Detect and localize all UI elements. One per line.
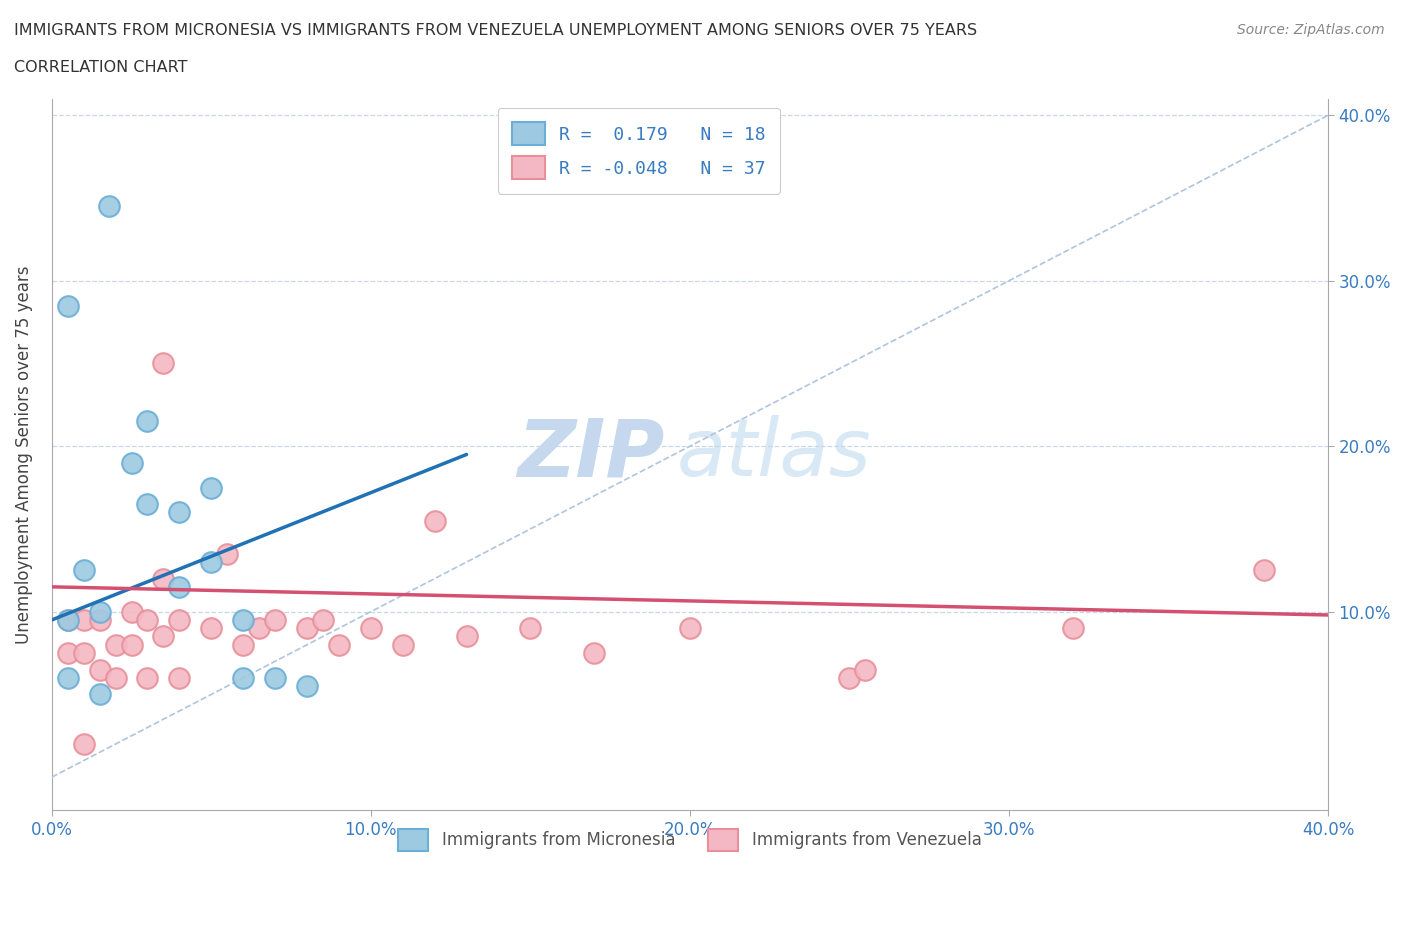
- Point: [73, 645, 96, 660]
- Text: atlas: atlas: [678, 416, 872, 494]
- Point: [56, 299, 79, 313]
- Point: [56, 645, 79, 660]
- Point: [583, 645, 606, 660]
- Point: [200, 480, 222, 495]
- Point: [121, 637, 143, 652]
- Point: [1253, 563, 1275, 578]
- Point: [152, 629, 174, 644]
- Point: [200, 554, 222, 569]
- Point: [391, 637, 413, 652]
- Point: [89, 662, 111, 677]
- Text: IMMIGRANTS FROM MICRONESIA VS IMMIGRANTS FROM VENEZUELA UNEMPLOYMENT AMONG SENIO: IMMIGRANTS FROM MICRONESIA VS IMMIGRANTS…: [14, 23, 977, 38]
- Text: ZIP: ZIP: [517, 416, 665, 494]
- Point: [89, 613, 111, 628]
- Point: [855, 662, 877, 677]
- Point: [136, 613, 159, 628]
- Point: [152, 356, 174, 371]
- Point: [89, 687, 111, 702]
- Legend: Immigrants from Micronesia, Immigrants from Venezuela: Immigrants from Micronesia, Immigrants f…: [389, 821, 990, 858]
- Point: [152, 571, 174, 586]
- Point: [247, 621, 270, 636]
- Point: [169, 671, 191, 685]
- Point: [169, 613, 191, 628]
- Point: [169, 579, 191, 594]
- Point: [423, 513, 446, 528]
- Point: [73, 563, 96, 578]
- Point: [232, 613, 254, 628]
- Point: [121, 456, 143, 471]
- Point: [136, 414, 159, 429]
- Point: [89, 604, 111, 619]
- Point: [360, 621, 382, 636]
- Point: [456, 629, 478, 644]
- Point: [838, 671, 860, 685]
- Point: [104, 671, 127, 685]
- Point: [264, 613, 287, 628]
- Point: [73, 737, 96, 751]
- Point: [56, 671, 79, 685]
- Point: [232, 671, 254, 685]
- Y-axis label: Unemployment Among Seniors over 75 years: Unemployment Among Seniors over 75 years: [15, 265, 32, 644]
- Point: [169, 505, 191, 520]
- Point: [232, 637, 254, 652]
- Point: [264, 671, 287, 685]
- Point: [519, 621, 541, 636]
- Point: [98, 199, 121, 214]
- Point: [56, 613, 79, 628]
- Point: [200, 621, 222, 636]
- Point: [73, 613, 96, 628]
- Point: [295, 621, 318, 636]
- Point: [104, 637, 127, 652]
- Point: [312, 613, 335, 628]
- Point: [136, 497, 159, 512]
- Text: Source: ZipAtlas.com: Source: ZipAtlas.com: [1237, 23, 1385, 37]
- Text: CORRELATION CHART: CORRELATION CHART: [14, 60, 187, 75]
- Point: [136, 671, 159, 685]
- Point: [328, 637, 350, 652]
- Point: [56, 613, 79, 628]
- Point: [1062, 621, 1084, 636]
- Point: [679, 621, 702, 636]
- Point: [217, 546, 239, 561]
- Point: [295, 679, 318, 694]
- Point: [121, 604, 143, 619]
